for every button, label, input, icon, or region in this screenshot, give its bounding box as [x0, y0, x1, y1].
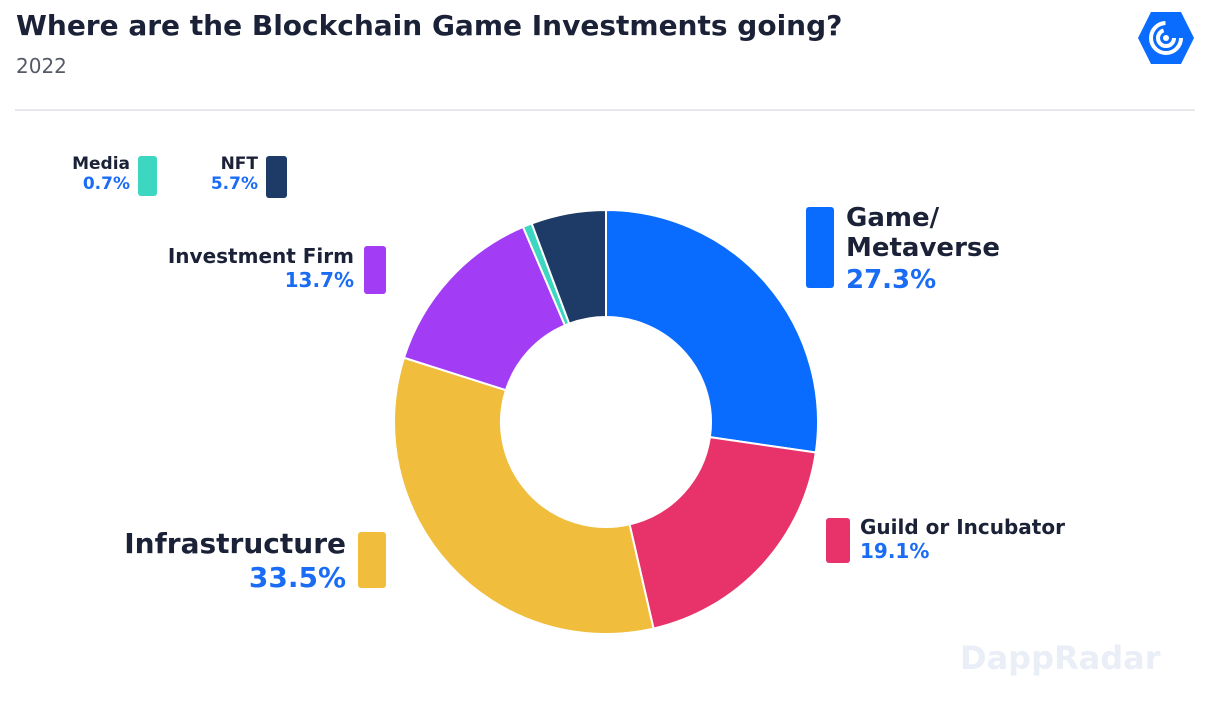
donut-slice — [402, 225, 567, 392]
value-label: 33.5% — [248, 560, 346, 594]
chart-title: Where are the Blockchain Game Investment… — [16, 9, 843, 42]
donut-slice — [605, 208, 819, 454]
legend-label: Guild or Incubator — [860, 515, 1065, 539]
legend-swatch — [364, 246, 386, 294]
legend-label: NFT — [220, 154, 258, 174]
logo — [1138, 12, 1194, 64]
legend-label: Game/ Metaverse — [846, 203, 1000, 263]
legend-swatch — [358, 532, 386, 588]
chart-subtitle: 2022 — [16, 54, 67, 78]
donut-slice — [530, 208, 607, 325]
donut-slice — [628, 435, 817, 630]
legend-label: Infrastructure — [124, 527, 346, 560]
value-label: 5.7% — [210, 174, 258, 195]
value-label: 0.7% — [82, 174, 130, 195]
legend-swatch — [138, 156, 157, 196]
legend-label: Investment Firm — [167, 244, 354, 268]
legend-swatch — [806, 207, 834, 288]
watermark: DappRadar — [960, 639, 1161, 677]
value-label: 13.7% — [284, 268, 354, 292]
value-label: 27.3% — [846, 265, 937, 296]
legend-swatch — [826, 518, 850, 563]
legend-swatch — [266, 156, 287, 198]
value-label: 19.1% — [860, 539, 930, 563]
donut-slice — [393, 356, 655, 635]
legend-label: Media — [72, 154, 130, 174]
divider — [15, 109, 1195, 111]
